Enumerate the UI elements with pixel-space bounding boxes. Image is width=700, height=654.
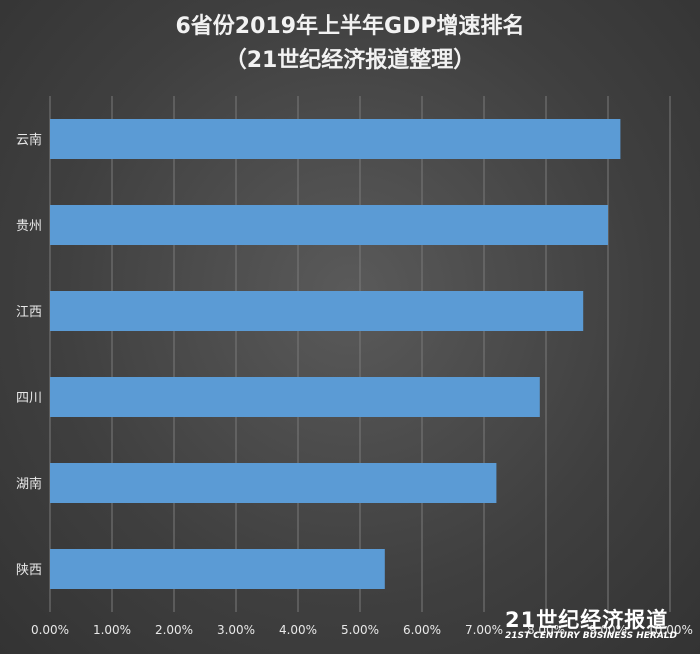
- bar: [50, 377, 540, 417]
- x-tick-label: 5.00%: [341, 623, 379, 637]
- watermark-main: 21世纪经济报道: [505, 608, 669, 632]
- x-tick-label: 7.00%: [465, 623, 503, 637]
- chart-title-line1: 6省份2019年上半年GDP增速排名: [175, 14, 525, 39]
- x-tick-label: 0.00%: [31, 623, 69, 637]
- category-label: 四川: [16, 391, 42, 406]
- category-label: 陕西: [16, 563, 42, 578]
- chart-title-line2: （21世纪经济报道整理）: [224, 48, 476, 73]
- category-label: 贵州: [16, 219, 42, 234]
- bar: [50, 205, 608, 245]
- bar: [50, 549, 385, 589]
- watermark-logo: 21世纪经济报道 21ST CENTURY BUSINESS HERALD: [505, 604, 677, 641]
- bar: [50, 119, 621, 159]
- bar: [50, 291, 584, 331]
- category-label: 湖南: [16, 476, 42, 492]
- category-label: 云南: [16, 132, 42, 148]
- x-tick-label: 8.00%: [527, 623, 565, 637]
- x-tick-label: 10.00%: [647, 623, 693, 637]
- x-tick-label: 3.00%: [217, 623, 255, 637]
- x-tick-label: 2.00%: [155, 623, 193, 637]
- x-tick-label: 1.00%: [93, 623, 131, 637]
- watermark-sub: 21ST CENTURY BUSINESS HERALD: [505, 631, 678, 641]
- chart-title: 6省份2019年上半年GDP增速排名 （21世纪经济报道整理）: [0, 10, 700, 78]
- x-tick-label: 9.00%: [589, 623, 627, 637]
- x-tick-label: 4.00%: [279, 623, 317, 637]
- category-label: 江西: [16, 305, 42, 320]
- x-tick-label: 6.00%: [403, 623, 441, 637]
- bar: [50, 463, 497, 503]
